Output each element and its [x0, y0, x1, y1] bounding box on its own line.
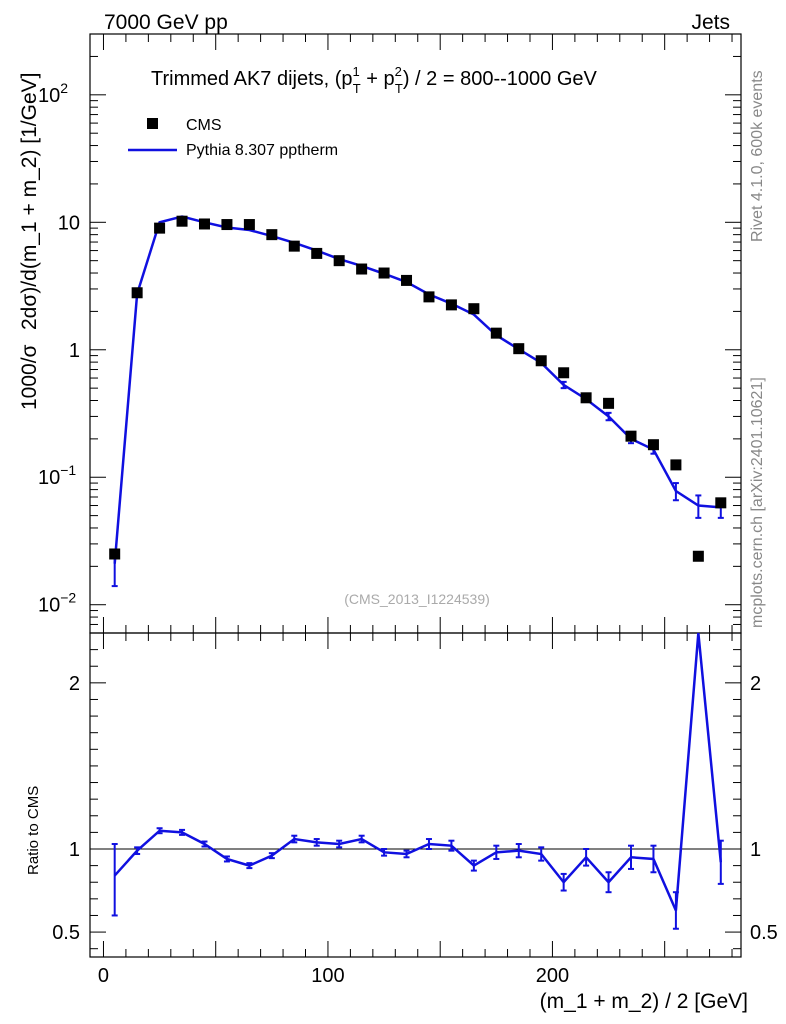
- cms-data-point: [445, 299, 457, 311]
- analysis-tag: (CMS_2013_I1224539): [344, 591, 490, 607]
- ratio-ytick-label-left: 2: [69, 673, 80, 695]
- chart-title: Trimmed AK7 dijets, (p1 T + p2 T) / 2 = 80…: [151, 64, 598, 96]
- cms-data-point: [670, 459, 682, 471]
- cms-data-point: [243, 219, 255, 231]
- cms-data-point: [333, 255, 345, 267]
- main-panel: 102 10 1 10−1 10−2: [38, 33, 742, 634]
- cms-data-point: [692, 550, 704, 562]
- cms-data-point: [715, 497, 727, 509]
- cms-data-point: [490, 327, 502, 339]
- main-ytick-label: 1: [69, 340, 80, 362]
- ratio-ytick-label-left: 0.5: [52, 922, 80, 944]
- cms-data-point: [558, 367, 570, 379]
- cms-data-point: [356, 263, 368, 275]
- cms-data-point: [221, 219, 233, 231]
- cms-data-point: [288, 240, 300, 252]
- ratio-ytick-label-right: 0.5: [750, 922, 778, 944]
- legend-cms-marker: [147, 118, 158, 129]
- pythia-curve: [113, 215, 721, 564]
- main-ytick-label: 10−2: [38, 590, 76, 617]
- header-left: 7000 GeV pp: [104, 11, 228, 34]
- mcplots-label: mcplots.cern.ch [arXiv:2401.10621]: [749, 377, 766, 628]
- cms-data-point: [401, 274, 413, 286]
- cms-data-point: [535, 355, 547, 367]
- ratio-xtick-label: 100: [311, 965, 344, 987]
- cms-data-point: [176, 215, 188, 227]
- cms-data-point: [131, 287, 143, 299]
- ratio-ytick-label-right: 1: [750, 839, 761, 861]
- ratio-frame: [89, 632, 742, 958]
- cms-data-point: [266, 229, 278, 241]
- cms-data-point: [154, 222, 166, 234]
- ratio-panel: 0 100 200 0.5 0.5 1 1 2 2: [52, 632, 778, 987]
- ratio-ytick-label-left: 1: [69, 839, 80, 861]
- cms-data-point: [580, 392, 592, 404]
- legend-pythia-label: Pythia 8.307 pptherm: [186, 142, 338, 159]
- cms-data-point: [468, 303, 480, 315]
- cms-data-point: [625, 430, 637, 442]
- cms-data-point: [423, 291, 435, 303]
- cms-data-point: [603, 397, 615, 409]
- cms-data-point: [513, 343, 525, 355]
- main-ytick-label: 10−1: [38, 462, 76, 489]
- main-ytick-label: 102: [38, 80, 68, 107]
- cms-data-point: [378, 267, 390, 279]
- cms-data-point: [109, 548, 121, 560]
- header-right: Jets: [691, 11, 730, 34]
- ratio-xtick-label: 0: [98, 965, 109, 987]
- cms-data-point: [198, 218, 210, 230]
- legend-cms-label: CMS: [186, 117, 222, 134]
- cms-data-point: [311, 247, 323, 259]
- ratio-xtick-label: 200: [536, 965, 569, 987]
- ratio-curve: [113, 632, 723, 911]
- main-ytick-label: 10: [58, 212, 80, 234]
- ratio-xlabel: (m_1 + m_2) / 2 [GeV]: [540, 990, 748, 1013]
- ratio-ylabel: Ratio to CMS: [25, 786, 42, 875]
- rivet-label: Rivet 4.1.0, 600k events: [749, 70, 766, 242]
- main-ylabel-deriv: 2dσ)/d(m_1 + m_2) [1/GeV]: [18, 73, 41, 331]
- ratio-ytick-label-right: 2: [750, 673, 761, 695]
- main-ylabel-norm: 1000/σ: [18, 344, 41, 410]
- cms-data-point: [647, 439, 659, 451]
